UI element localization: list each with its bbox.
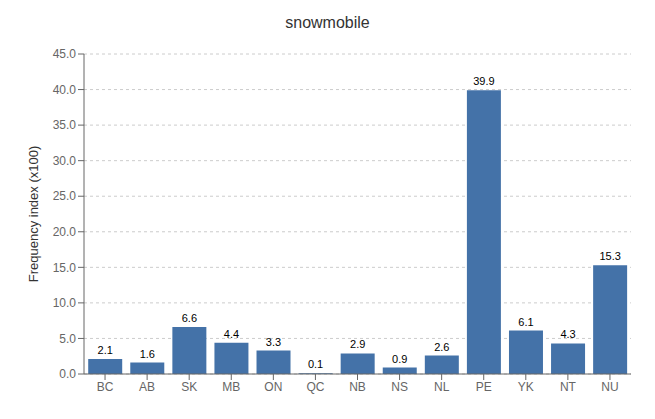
svg-text:2.9: 2.9 bbox=[350, 338, 365, 350]
svg-text:25.0: 25.0 bbox=[53, 189, 77, 203]
svg-text:3.3: 3.3 bbox=[266, 336, 281, 348]
svg-text:6.6: 6.6 bbox=[182, 312, 197, 324]
svg-text:MB: MB bbox=[222, 380, 240, 394]
svg-text:AB: AB bbox=[139, 380, 155, 394]
svg-text:30.0: 30.0 bbox=[53, 154, 77, 168]
svg-text:Frequency index (x100): Frequency index (x100) bbox=[26, 146, 41, 283]
svg-text:ON: ON bbox=[264, 380, 282, 394]
svg-text:45.0: 45.0 bbox=[53, 47, 77, 61]
svg-text:6.1: 6.1 bbox=[518, 316, 533, 328]
svg-text:4.3: 4.3 bbox=[560, 328, 575, 340]
svg-text:0.9: 0.9 bbox=[392, 353, 407, 365]
svg-text:SK: SK bbox=[181, 380, 197, 394]
svg-text:5.0: 5.0 bbox=[59, 332, 76, 346]
svg-text:NL: NL bbox=[434, 380, 450, 394]
svg-text:NB: NB bbox=[349, 380, 366, 394]
svg-text:15.3: 15.3 bbox=[599, 250, 620, 262]
svg-text:20.0: 20.0 bbox=[53, 225, 77, 239]
svg-text:NU: NU bbox=[601, 380, 618, 394]
svg-text:QC: QC bbox=[306, 380, 324, 394]
svg-text:PE: PE bbox=[476, 380, 492, 394]
svg-text:2.1: 2.1 bbox=[98, 344, 113, 356]
svg-text:1.6: 1.6 bbox=[140, 348, 155, 360]
svg-text:40.0: 40.0 bbox=[53, 83, 77, 97]
svg-text:35.0: 35.0 bbox=[53, 118, 77, 132]
svg-text:2.6: 2.6 bbox=[434, 341, 449, 353]
svg-text:BC: BC bbox=[97, 380, 114, 394]
svg-text:39.9: 39.9 bbox=[473, 75, 494, 87]
svg-text:NS: NS bbox=[391, 380, 408, 394]
svg-text:NT: NT bbox=[560, 380, 577, 394]
svg-text:15.0: 15.0 bbox=[53, 261, 77, 275]
svg-text:0.1: 0.1 bbox=[308, 358, 323, 370]
svg-text:0.0: 0.0 bbox=[59, 367, 76, 381]
svg-text:4.4: 4.4 bbox=[224, 328, 239, 340]
svg-text:YK: YK bbox=[518, 380, 534, 394]
html-text:snowmobile: snowmobile bbox=[285, 14, 370, 31]
svg-text:10.0: 10.0 bbox=[53, 296, 77, 310]
